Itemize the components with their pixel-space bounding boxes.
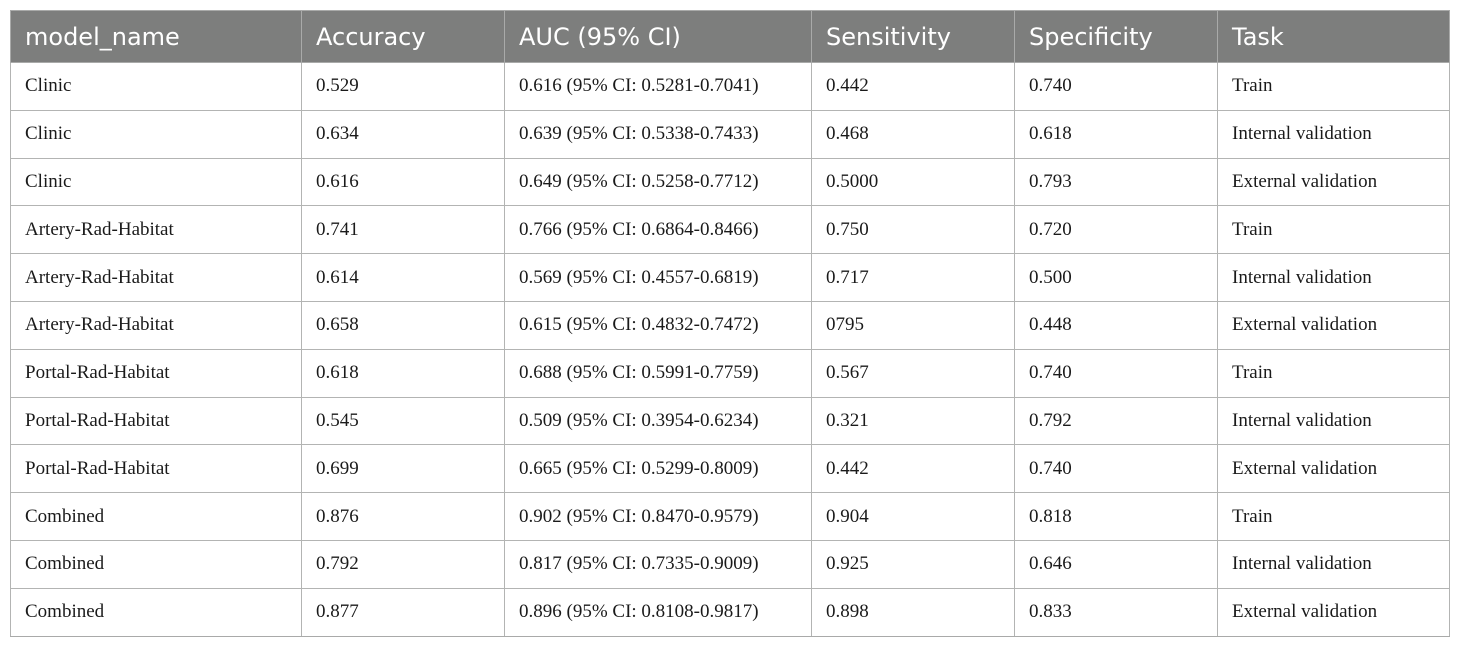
cell-sensitivity: 0.750: [811, 205, 1015, 255]
header-model-name: model_name: [10, 10, 302, 63]
cell-model-name: Combined: [10, 587, 302, 637]
header-task: Task: [1217, 10, 1450, 63]
cell-auc: 0.639 (95% CI: 0.5338-0.7433): [504, 109, 812, 159]
cell-auc: 0.896 (95% CI: 0.8108-0.9817): [504, 587, 812, 637]
cell-task: Train: [1217, 62, 1450, 111]
table-row: Combined 0.876 0.902 (95% CI: 0.8470-0.957…: [10, 492, 1450, 541]
cell-specificity: 0.833: [1014, 587, 1218, 637]
cell-specificity: 0.792: [1014, 396, 1218, 446]
cell-auc: 0.665 (95% CI: 0.5299-0.8009): [504, 444, 812, 494]
cell-specificity: 0.500: [1014, 253, 1218, 302]
cell-task: Train: [1217, 492, 1450, 541]
cell-accuracy: 0.658: [301, 300, 505, 350]
cell-accuracy: 0.616: [301, 157, 505, 207]
cell-specificity: 0.740: [1014, 444, 1218, 494]
table-row: Combined 0.877 0.896 (95% CI: 0.8108-0.981…: [10, 587, 1450, 637]
table-row: Clinic 0.529 0.616 (95% CI: 0.5281-0.7041)…: [10, 62, 1450, 111]
table-row: Portal-Rad-Habitat 0.618 0.688 (95% CI: 0.…: [10, 348, 1450, 398]
cell-accuracy: 0.877: [301, 587, 505, 637]
cell-accuracy: 0.618: [301, 348, 505, 398]
header-accuracy: Accuracy: [301, 10, 505, 63]
cell-specificity: 0.618: [1014, 109, 1218, 159]
cell-accuracy: 0.792: [301, 539, 505, 589]
cell-model-name: Clinic: [10, 157, 302, 207]
cell-sensitivity: 0.898: [811, 587, 1015, 637]
cell-auc: 0.569 (95% CI: 0.4557-0.6819): [504, 253, 812, 302]
cell-task: Internal validation: [1217, 396, 1450, 446]
cell-accuracy: 0.545: [301, 396, 505, 446]
cell-accuracy: 0.699: [301, 444, 505, 494]
cell-sensitivity: 0.442: [811, 444, 1015, 494]
cell-sensitivity: 0.567: [811, 348, 1015, 398]
cell-model-name: Portal-Rad-Habitat: [10, 348, 302, 398]
cell-task: Train: [1217, 205, 1450, 255]
cell-auc: 0.766 (95% CI: 0.6864-0.8466): [504, 205, 812, 255]
cell-specificity: 0.646: [1014, 539, 1218, 589]
cell-auc: 0.615 (95% CI: 0.4832-0.7472): [504, 300, 812, 350]
table-body: Clinic 0.529 0.616 (95% CI: 0.5281-0.7041)…: [10, 62, 1450, 637]
cell-sensitivity: 0.5000: [811, 157, 1015, 207]
table-row: Combined 0.792 0.817 (95% CI: 0.7335-0.900…: [10, 539, 1450, 589]
cell-specificity: 0.740: [1014, 62, 1218, 111]
cell-accuracy: 0.876: [301, 492, 505, 541]
cell-specificity: 0.448: [1014, 300, 1218, 350]
header-auc: AUC (95% CI): [504, 10, 812, 63]
cell-accuracy: 0.634: [301, 109, 505, 159]
cell-auc: 0.649 (95% CI: 0.5258-0.7712): [504, 157, 812, 207]
cell-task: Train: [1217, 348, 1450, 398]
cell-auc: 0.509 (95% CI: 0.3954-0.6234): [504, 396, 812, 446]
cell-accuracy: 0.741: [301, 205, 505, 255]
cell-model-name: Artery-Rad-Habitat: [10, 300, 302, 350]
cell-sensitivity: 0.904: [811, 492, 1015, 541]
cell-model-name: Clinic: [10, 62, 302, 111]
cell-specificity: 0.740: [1014, 348, 1218, 398]
cell-auc: 0.688 (95% CI: 0.5991-0.7759): [504, 348, 812, 398]
cell-specificity: 0.793: [1014, 157, 1218, 207]
header-sensitivity: Sensitivity: [811, 10, 1015, 63]
table-row: Portal-Rad-Habitat 0.545 0.509 (95% CI: 0.…: [10, 396, 1450, 446]
cell-task: External validation: [1217, 444, 1450, 494]
cell-model-name: Clinic: [10, 109, 302, 159]
cell-auc: 0.902 (95% CI: 0.8470-0.9579): [504, 492, 812, 541]
results-table-container: model_name Accuracy AUC (95% CI) Sensiti…: [10, 10, 1450, 637]
header-specificity: Specificity: [1014, 10, 1218, 63]
cell-sensitivity: 0.442: [811, 62, 1015, 111]
cell-model-name: Portal-Rad-Habitat: [10, 396, 302, 446]
cell-accuracy: 0.529: [301, 62, 505, 111]
cell-sensitivity: 0.321: [811, 396, 1015, 446]
cell-model-name: Combined: [10, 492, 302, 541]
cell-sensitivity: 0795: [811, 300, 1015, 350]
cell-sensitivity: 0.925: [811, 539, 1015, 589]
cell-specificity: 0.720: [1014, 205, 1218, 255]
cell-task: External validation: [1217, 300, 1450, 350]
cell-auc: 0.817 (95% CI: 0.7335-0.9009): [504, 539, 812, 589]
cell-model-name: Artery-Rad-Habitat: [10, 253, 302, 302]
cell-specificity: 0.818: [1014, 492, 1218, 541]
cell-model-name: Artery-Rad-Habitat: [10, 205, 302, 255]
cell-task: Internal validation: [1217, 109, 1450, 159]
model-performance-table: model_name Accuracy AUC (95% CI) Sensiti…: [10, 10, 1450, 637]
cell-sensitivity: 0.468: [811, 109, 1015, 159]
table-row: Artery-Rad-Habitat 0.658 0.615 (95% CI: 0.…: [10, 300, 1450, 350]
cell-model-name: Combined: [10, 539, 302, 589]
table-row: Portal-Rad-Habitat 0.699 0.665 (95% CI: 0.…: [10, 444, 1450, 494]
cell-task: Internal validation: [1217, 253, 1450, 302]
cell-task: Internal validation: [1217, 539, 1450, 589]
cell-accuracy: 0.614: [301, 253, 505, 302]
table-row: Clinic 0.616 0.649 (95% CI: 0.5258-0.7712)…: [10, 157, 1450, 207]
cell-auc: 0.616 (95% CI: 0.5281-0.7041): [504, 62, 812, 111]
cell-sensitivity: 0.717: [811, 253, 1015, 302]
table-row: Artery-Rad-Habitat 0.741 0.766 (95% CI: 0.…: [10, 205, 1450, 255]
cell-model-name: Portal-Rad-Habitat: [10, 444, 302, 494]
table-row: Artery-Rad-Habitat 0.614 0.569 (95% CI: 0.…: [10, 253, 1450, 302]
header-row: model_name Accuracy AUC (95% CI) Sensiti…: [10, 10, 1450, 63]
cell-task: External validation: [1217, 587, 1450, 637]
table-row: Clinic 0.634 0.639 (95% CI: 0.5338-0.7433)…: [10, 109, 1450, 159]
cell-task: External validation: [1217, 157, 1450, 207]
